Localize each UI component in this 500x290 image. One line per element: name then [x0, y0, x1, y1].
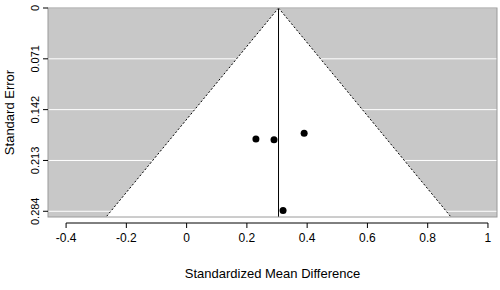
- y-tick: [43, 109, 48, 110]
- plot-area: [106, 8, 451, 217]
- plot-background: [48, 8, 497, 217]
- x-tick: [186, 223, 187, 228]
- x-tick-label: -0.2: [116, 231, 137, 245]
- y-tick-label: 0.213: [29, 147, 41, 175]
- y-tick-label: 0.071: [29, 45, 41, 73]
- x-tick-label: 0.2: [239, 231, 256, 245]
- x-tick: [307, 223, 308, 228]
- x-tick-label: 0: [183, 231, 190, 245]
- x-tick-label: 0.8: [419, 231, 436, 245]
- study-point: [301, 130, 308, 137]
- study-point: [280, 207, 287, 214]
- x-tick: [246, 223, 247, 228]
- study-point: [271, 136, 278, 143]
- funnel-plot: 0 0.071 0.142 0.213 0.284 -0.4 -0.2 0 0.2 0.4 0.6 0…: [0, 0, 500, 290]
- x-axis-title: Standardized Mean Difference: [185, 266, 360, 281]
- y-tick: [43, 8, 48, 9]
- y-tick-label: 0.142: [29, 96, 41, 124]
- y-tick: [43, 58, 48, 59]
- x-axis-line: [66, 223, 488, 224]
- x-tick: [126, 223, 127, 228]
- funnel-limit: [106, 8, 278, 217]
- x-tick-label: -0.4: [56, 231, 77, 245]
- y-tick-label: 0: [29, 5, 41, 11]
- funnel-limit: [279, 8, 451, 217]
- y-tick-label: 0.284: [29, 198, 41, 226]
- x-tick-label: 0.6: [359, 231, 376, 245]
- summary-line: [278, 8, 279, 217]
- y-tick: [43, 160, 48, 161]
- x-tick: [427, 223, 428, 228]
- x-tick: [487, 223, 488, 228]
- y-tick: [43, 211, 48, 212]
- x-tick: [367, 223, 368, 228]
- chart-container: 0 0.071 0.142 0.213 0.284 -0.4 -0.2 0 0.2 0.4 0.6 0…: [0, 0, 500, 290]
- funnel-region: [106, 8, 451, 217]
- x-tick-label: 0.4: [299, 231, 316, 245]
- x-tick: [66, 223, 67, 228]
- study-point: [252, 135, 259, 142]
- plot-frame: [48, 8, 497, 217]
- y-axis-title: Standard Error: [2, 69, 17, 155]
- x-tick-label: 1: [485, 231, 492, 245]
